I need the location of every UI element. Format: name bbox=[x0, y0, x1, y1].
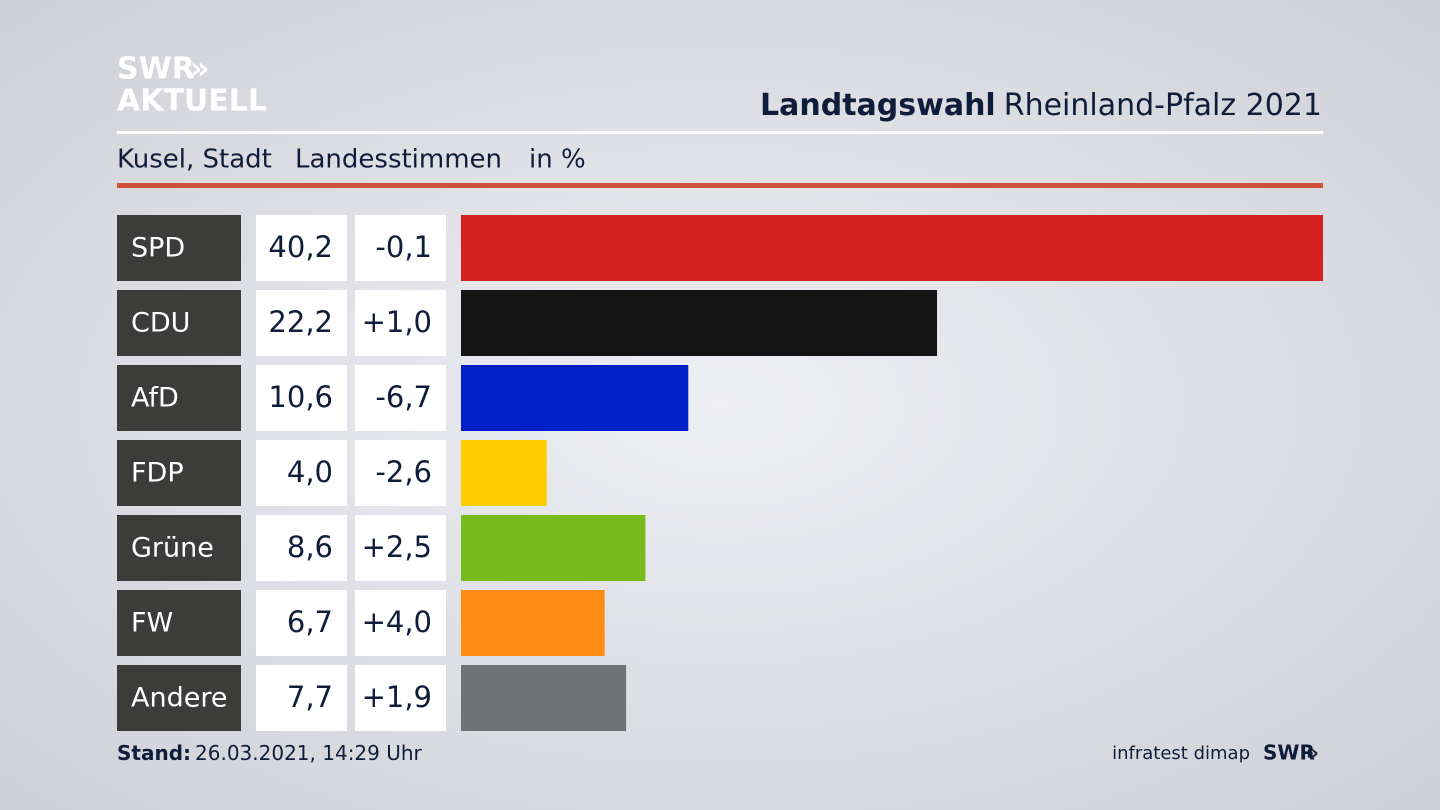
value-cell bbox=[256, 290, 347, 356]
party-label: Grüne bbox=[131, 533, 214, 564]
rule bbox=[117, 131, 1323, 134]
party-label: FW bbox=[131, 608, 173, 639]
value-cell bbox=[256, 590, 347, 656]
change-label: +4,0 bbox=[362, 605, 432, 639]
value-label: 40,2 bbox=[268, 230, 333, 264]
title-bold: Landtagswahl bbox=[760, 88, 996, 123]
party-label: SPD bbox=[131, 233, 185, 264]
label-cell bbox=[117, 590, 241, 656]
change-label: -0,1 bbox=[375, 230, 432, 264]
value-label: 6,7 bbox=[287, 605, 333, 639]
bar bbox=[461, 590, 605, 656]
subtitle: Kusel, Stadt bbox=[117, 145, 272, 175]
value-label: 22,2 bbox=[268, 305, 333, 339]
title: Landtagswahl Rheinland-Pfalz 2021 bbox=[760, 88, 1322, 123]
change-label: +1,0 bbox=[362, 305, 432, 339]
bar bbox=[461, 215, 1323, 281]
label-cell bbox=[117, 215, 241, 281]
bar bbox=[461, 440, 547, 506]
value-cell bbox=[256, 215, 347, 281]
value-cell bbox=[256, 665, 347, 731]
logo: SWR bbox=[117, 52, 195, 87]
subtitle: Landesstimmen bbox=[295, 145, 502, 175]
bar bbox=[461, 365, 689, 431]
change-cell bbox=[355, 215, 446, 281]
value-cell bbox=[256, 515, 347, 581]
value-label: 4,0 bbox=[287, 455, 333, 489]
change-label: +2,5 bbox=[362, 530, 432, 564]
party-label: Andere bbox=[131, 683, 227, 714]
value-label: 7,7 bbox=[287, 680, 333, 714]
subtitle: in % bbox=[529, 145, 586, 175]
party-label: FDP bbox=[131, 458, 184, 489]
logo-arrows: » bbox=[190, 52, 209, 87]
label-cell bbox=[117, 515, 241, 581]
source: infratest dimap bbox=[1112, 743, 1250, 764]
party-label: CDU bbox=[131, 308, 190, 339]
value-label: 8,6 bbox=[287, 530, 333, 564]
label-cell bbox=[117, 440, 241, 506]
change-cell bbox=[355, 440, 446, 506]
label-cell bbox=[117, 365, 241, 431]
brand: SWR bbox=[1263, 741, 1315, 765]
value-cell bbox=[256, 440, 347, 506]
stand: 26.03.2021, 14:29 Uhr bbox=[195, 741, 423, 765]
change-label: +1,9 bbox=[362, 680, 432, 714]
stand-label: Stand: bbox=[117, 741, 191, 765]
label-cell bbox=[117, 665, 241, 731]
change-cell bbox=[355, 515, 446, 581]
change-cell bbox=[355, 290, 446, 356]
change-label: -6,7 bbox=[375, 380, 432, 414]
value-label: 10,6 bbox=[268, 380, 333, 414]
accent-rule bbox=[117, 183, 1323, 188]
bar bbox=[461, 290, 938, 356]
logo: AKTUELL bbox=[117, 84, 267, 119]
change-cell bbox=[355, 365, 446, 431]
change-cell bbox=[355, 665, 446, 731]
change-label: -2,6 bbox=[375, 455, 432, 489]
bar bbox=[461, 665, 627, 731]
footer-stand: Stand: 26.03.2021, 14:29 Uhr bbox=[117, 741, 423, 765]
party-label: AfD bbox=[131, 383, 179, 414]
title-main: Rheinland-Pfalz 2021 bbox=[1004, 88, 1322, 123]
brand-arrows: » bbox=[1306, 741, 1319, 765]
change-cell bbox=[355, 590, 446, 656]
value-cell bbox=[256, 365, 347, 431]
label-cell bbox=[117, 290, 241, 356]
bar bbox=[461, 515, 646, 581]
